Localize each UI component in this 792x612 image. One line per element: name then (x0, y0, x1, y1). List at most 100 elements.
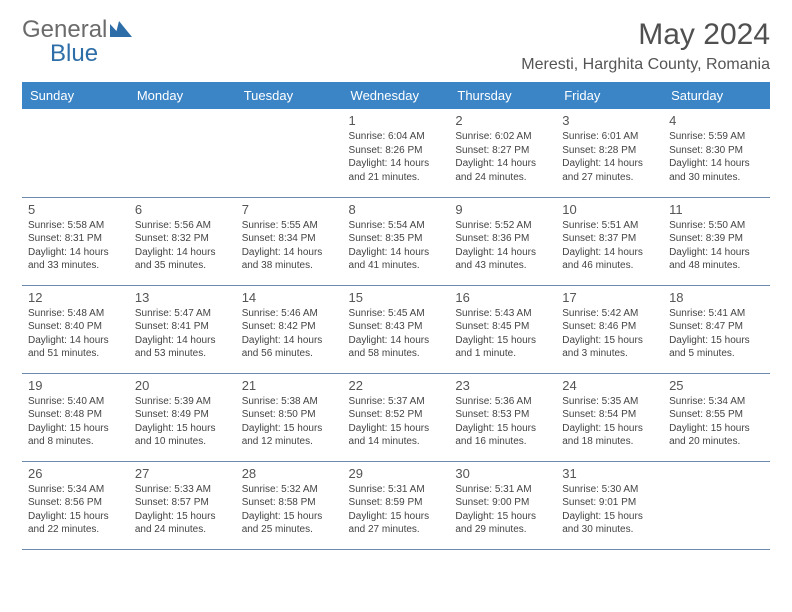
day-number: 15 (349, 290, 444, 305)
daylight-text: Daylight: 15 hours and 25 minutes. (242, 510, 337, 537)
sunset-text: Sunset: 8:57 PM (135, 496, 230, 510)
sunrise-text: Sunrise: 5:43 AM (455, 307, 550, 321)
week-row: 1Sunrise: 6:04 AMSunset: 8:26 PMDaylight… (22, 109, 770, 197)
logo: GeneralBlue (22, 18, 132, 66)
sunrise-text: Sunrise: 5:48 AM (28, 307, 123, 321)
day-number: 9 (455, 202, 550, 217)
day-number: 7 (242, 202, 337, 217)
logo-text-general: General (22, 16, 107, 43)
day-cell: 13Sunrise: 5:47 AMSunset: 8:41 PMDayligh… (129, 285, 236, 373)
daylight-text: Daylight: 14 hours and 24 minutes. (455, 157, 550, 184)
day-number: 13 (135, 290, 230, 305)
sunrise-text: Sunrise: 5:55 AM (242, 219, 337, 233)
sunrise-text: Sunrise: 5:47 AM (135, 307, 230, 321)
day-number: 22 (349, 378, 444, 393)
daylight-text: Daylight: 15 hours and 24 minutes. (135, 510, 230, 537)
day-number: 5 (28, 202, 123, 217)
sunrise-text: Sunrise: 5:40 AM (28, 395, 123, 409)
day-cell: 28Sunrise: 5:32 AMSunset: 8:58 PMDayligh… (236, 461, 343, 549)
sunset-text: Sunset: 8:55 PM (669, 408, 764, 422)
day-info: Sunrise: 5:31 AMSunset: 9:00 PMDaylight:… (455, 483, 550, 537)
day-cell: 7Sunrise: 5:55 AMSunset: 8:34 PMDaylight… (236, 197, 343, 285)
day-cell: 3Sunrise: 6:01 AMSunset: 8:28 PMDaylight… (556, 109, 663, 197)
day-number: 28 (242, 466, 337, 481)
daylight-text: Daylight: 14 hours and 48 minutes. (669, 246, 764, 273)
sunset-text: Sunset: 8:56 PM (28, 496, 123, 510)
sunrise-text: Sunrise: 5:30 AM (562, 483, 657, 497)
sunrise-text: Sunrise: 5:37 AM (349, 395, 444, 409)
day-info: Sunrise: 5:48 AMSunset: 8:40 PMDaylight:… (28, 307, 123, 361)
sunrise-text: Sunrise: 5:52 AM (455, 219, 550, 233)
daylight-text: Daylight: 15 hours and 29 minutes. (455, 510, 550, 537)
sunrise-text: Sunrise: 5:54 AM (349, 219, 444, 233)
day-cell: 4Sunrise: 5:59 AMSunset: 8:30 PMDaylight… (663, 109, 770, 197)
daylight-text: Daylight: 14 hours and 38 minutes. (242, 246, 337, 273)
day-cell: 5Sunrise: 5:58 AMSunset: 8:31 PMDaylight… (22, 197, 129, 285)
title-block: May 2024 Meresti, Harghita County, Roman… (521, 18, 770, 74)
day-info: Sunrise: 5:34 AMSunset: 8:56 PMDaylight:… (28, 483, 123, 537)
sunset-text: Sunset: 8:26 PM (349, 144, 444, 158)
sunset-text: Sunset: 9:01 PM (562, 496, 657, 510)
sunset-text: Sunset: 8:39 PM (669, 232, 764, 246)
day-number: 14 (242, 290, 337, 305)
header: GeneralBlue May 2024 Meresti, Harghita C… (22, 18, 770, 74)
month-title: May 2024 (521, 18, 770, 52)
sunrise-text: Sunrise: 5:36 AM (455, 395, 550, 409)
day-info: Sunrise: 5:36 AMSunset: 8:53 PMDaylight:… (455, 395, 550, 449)
day-info: Sunrise: 5:38 AMSunset: 8:50 PMDaylight:… (242, 395, 337, 449)
day-number: 31 (562, 466, 657, 481)
week-row: 19Sunrise: 5:40 AMSunset: 8:48 PMDayligh… (22, 373, 770, 461)
day-cell (22, 109, 129, 197)
daylight-text: Daylight: 15 hours and 12 minutes. (242, 422, 337, 449)
sunset-text: Sunset: 8:52 PM (349, 408, 444, 422)
sunrise-text: Sunrise: 5:50 AM (669, 219, 764, 233)
sunrise-text: Sunrise: 5:35 AM (562, 395, 657, 409)
daylight-text: Daylight: 15 hours and 3 minutes. (562, 334, 657, 361)
sunset-text: Sunset: 8:30 PM (669, 144, 764, 158)
sunset-text: Sunset: 8:40 PM (28, 320, 123, 334)
day-number: 25 (669, 378, 764, 393)
daylight-text: Daylight: 14 hours and 41 minutes. (349, 246, 444, 273)
day-cell: 8Sunrise: 5:54 AMSunset: 8:35 PMDaylight… (343, 197, 450, 285)
daylight-text: Daylight: 14 hours and 51 minutes. (28, 334, 123, 361)
sunrise-text: Sunrise: 5:56 AM (135, 219, 230, 233)
sunset-text: Sunset: 8:45 PM (455, 320, 550, 334)
sunrise-text: Sunrise: 5:31 AM (455, 483, 550, 497)
weekday-header: Friday (556, 82, 663, 109)
sunset-text: Sunset: 8:35 PM (349, 232, 444, 246)
weekday-header: Monday (129, 82, 236, 109)
day-cell: 6Sunrise: 5:56 AMSunset: 8:32 PMDaylight… (129, 197, 236, 285)
sunset-text: Sunset: 8:53 PM (455, 408, 550, 422)
daylight-text: Daylight: 14 hours and 58 minutes. (349, 334, 444, 361)
day-info: Sunrise: 5:39 AMSunset: 8:49 PMDaylight:… (135, 395, 230, 449)
day-cell (236, 109, 343, 197)
day-number: 4 (669, 113, 764, 128)
sunrise-text: Sunrise: 5:58 AM (28, 219, 123, 233)
sunset-text: Sunset: 9:00 PM (455, 496, 550, 510)
day-number: 27 (135, 466, 230, 481)
logo-text-blue: Blue (50, 40, 98, 67)
sunset-text: Sunset: 8:36 PM (455, 232, 550, 246)
daylight-text: Daylight: 14 hours and 33 minutes. (28, 246, 123, 273)
weekday-header: Saturday (663, 82, 770, 109)
day-info: Sunrise: 5:35 AMSunset: 8:54 PMDaylight:… (562, 395, 657, 449)
weekday-header: Tuesday (236, 82, 343, 109)
sunset-text: Sunset: 8:28 PM (562, 144, 657, 158)
day-cell: 10Sunrise: 5:51 AMSunset: 8:37 PMDayligh… (556, 197, 663, 285)
day-cell: 19Sunrise: 5:40 AMSunset: 8:48 PMDayligh… (22, 373, 129, 461)
day-cell (129, 109, 236, 197)
day-cell: 21Sunrise: 5:38 AMSunset: 8:50 PMDayligh… (236, 373, 343, 461)
day-number: 2 (455, 113, 550, 128)
daylight-text: Daylight: 15 hours and 18 minutes. (562, 422, 657, 449)
weekday-header: Wednesday (343, 82, 450, 109)
day-number: 24 (562, 378, 657, 393)
sunrise-text: Sunrise: 5:46 AM (242, 307, 337, 321)
daylight-text: Daylight: 15 hours and 27 minutes. (349, 510, 444, 537)
sunrise-text: Sunrise: 5:34 AM (669, 395, 764, 409)
day-info: Sunrise: 5:34 AMSunset: 8:55 PMDaylight:… (669, 395, 764, 449)
weekday-header: Thursday (449, 82, 556, 109)
day-info: Sunrise: 5:40 AMSunset: 8:48 PMDaylight:… (28, 395, 123, 449)
day-info: Sunrise: 5:50 AMSunset: 8:39 PMDaylight:… (669, 219, 764, 273)
daylight-text: Daylight: 15 hours and 5 minutes. (669, 334, 764, 361)
day-cell: 31Sunrise: 5:30 AMSunset: 9:01 PMDayligh… (556, 461, 663, 549)
